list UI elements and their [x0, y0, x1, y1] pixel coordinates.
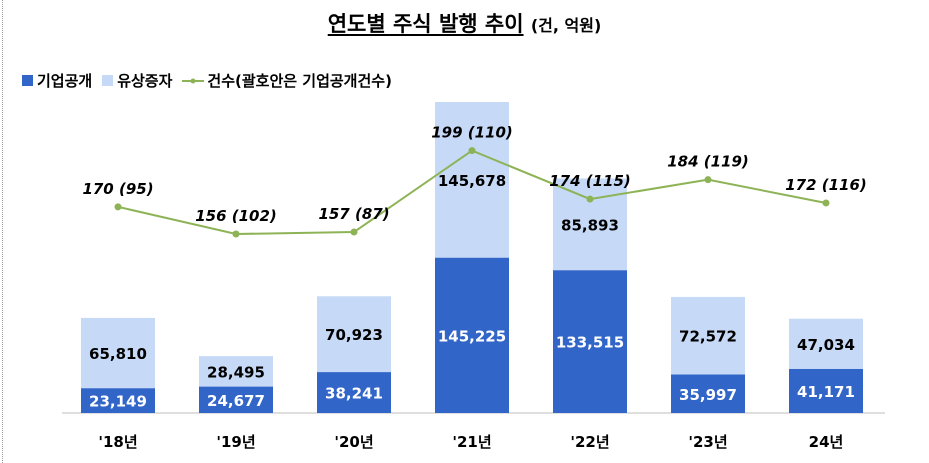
data-label-ipo-2: 38,241: [325, 385, 383, 403]
chart-title-text: 연도별 주식 발행 추이: [327, 12, 524, 36]
bar-rights-5: [671, 296, 745, 375]
data-label-rights-0: 65,810: [89, 345, 147, 363]
x-tick-label-1: '19년: [216, 433, 255, 451]
bar-rights-0: [81, 317, 155, 389]
legend-item-ipo: 기업공개: [22, 70, 92, 91]
bar-rights-1: [199, 356, 273, 387]
count-point-4: [586, 195, 594, 203]
count-point-2: [350, 228, 358, 236]
x-tick-label-4: '22년: [570, 433, 609, 451]
x-tick-label-0: '18년: [98, 433, 137, 451]
data-label-rights-1: 28,495: [207, 363, 265, 381]
legend-item-rights: 유상증자: [102, 70, 172, 91]
bar-rights-2: [317, 296, 391, 373]
count-label-4: 174 (115): [549, 172, 631, 190]
count-label-3: 199 (110): [431, 124, 513, 142]
bar-ipo-6: [789, 368, 863, 413]
data-label-ipo-0: 23,149: [89, 393, 147, 411]
count-label-0: 170 (95): [82, 180, 153, 198]
count-label-2: 157 (87): [318, 205, 389, 223]
chart-title-unit: (건, 억원): [530, 16, 602, 35]
legend-swatch-ipo: [22, 75, 33, 86]
data-label-ipo-1: 24,677: [207, 392, 265, 410]
data-label-ipo-6: 41,171: [797, 383, 855, 401]
count-label-6: 172 (116): [785, 176, 867, 194]
data-label-rights-6: 47,034: [797, 336, 855, 354]
chart-title: 연도별 주식 발행 추이 (건, 억원): [0, 8, 929, 38]
data-label-ipo-5: 35,997: [679, 386, 737, 404]
bar-rights-3: [435, 102, 509, 258]
count-label-1: 156 (102): [195, 207, 277, 225]
bar-ipo-1: [199, 386, 273, 413]
legend-swatch-rights: [102, 75, 114, 86]
x-tick-label-2: '20년: [334, 433, 373, 451]
bar-ipo-0: [81, 388, 155, 413]
count-point-6: [822, 199, 830, 207]
legend-label-count: 건수(괄호안은 기업공개건수): [207, 72, 392, 90]
bar-rights-6: [789, 318, 863, 369]
count-point-5: [704, 176, 712, 184]
count-point-1: [232, 230, 240, 238]
legend-label-ipo: 기업공개: [37, 72, 93, 90]
bar-ipo-2: [317, 372, 391, 413]
bar-ipo-5: [671, 374, 745, 413]
frame-border: [2, 0, 3, 463]
data-label-ipo-3: 145,225: [438, 327, 506, 345]
data-label-rights-3: 145,678: [438, 172, 506, 190]
data-label-rights-5: 72,572: [679, 328, 737, 346]
legend-line-marker: [182, 78, 205, 83]
count-point-3: [468, 147, 476, 155]
legend-label-rights: 유상증자: [117, 72, 173, 90]
x-tick-label-3: '21년: [452, 433, 491, 451]
count-label-5: 184 (119): [667, 153, 749, 171]
legend-item-count: 건수(괄호안은 기업공개건수): [182, 70, 392, 91]
bar-ipo-3: [435, 257, 509, 413]
x-tick-label-5: '23년: [688, 433, 727, 451]
count-point-0: [114, 203, 122, 211]
data-label-rights-2: 70,923: [325, 326, 383, 344]
data-label-rights-4: 85,893: [561, 216, 619, 234]
data-label-ipo-4: 133,515: [556, 334, 624, 352]
legend: 기업공개 유상증자 건수(괄호안은 기업공개건수): [22, 70, 402, 91]
x-tick-label-6: 24년: [809, 433, 844, 451]
bar-ipo-4: [553, 270, 627, 413]
bar-rights-4: [553, 178, 627, 271]
